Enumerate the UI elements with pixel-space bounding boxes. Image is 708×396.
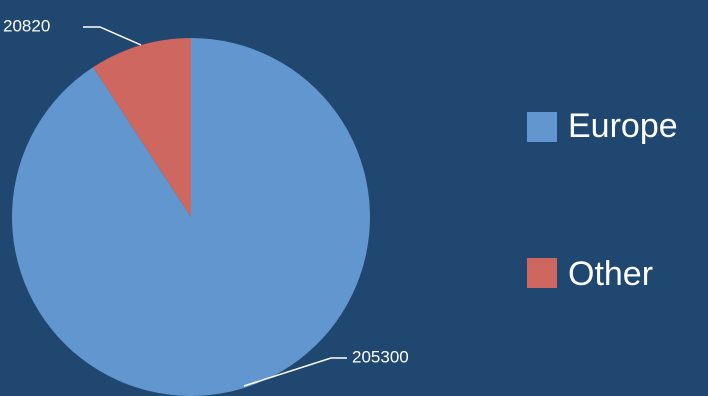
legend-swatch-europe [527,112,557,142]
pie-slice-other [93,38,191,217]
pie-slice-europe [12,38,370,396]
legend-swatch-other [527,258,557,288]
data-labels: 20820 205300 [3,16,409,387]
leader-line-europe [243,357,347,387]
legend-label-other: Other [568,255,653,293]
leader-line-other [83,26,142,46]
data-label-europe: 205300 [352,347,409,366]
pie-slices [12,38,370,396]
legend-label-europe: Europe [568,107,678,145]
data-label-other: 20820 [3,16,50,35]
legend: Europe Other [527,107,678,293]
